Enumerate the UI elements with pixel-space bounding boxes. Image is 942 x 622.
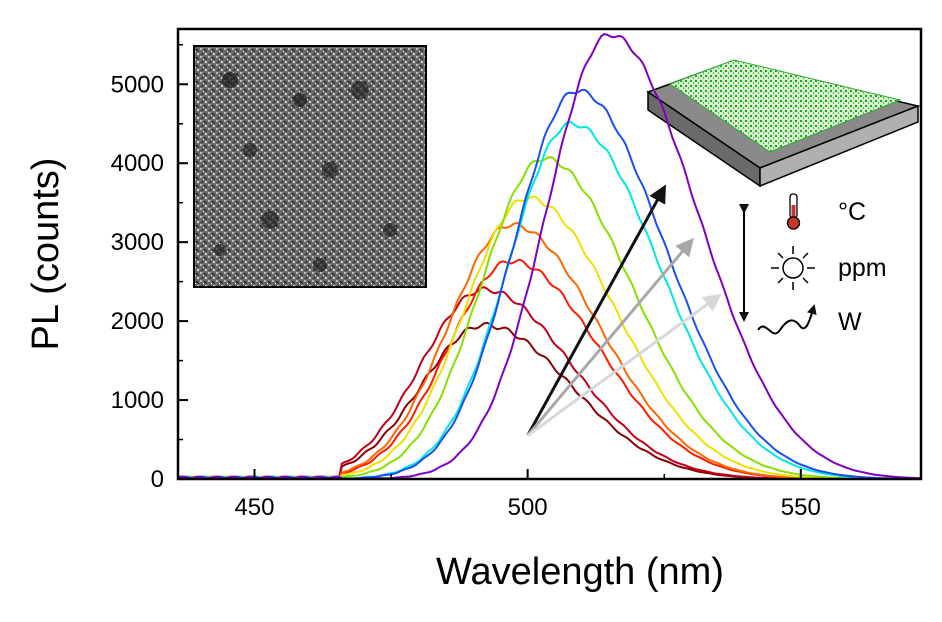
trend-arrow-black bbox=[526, 184, 666, 437]
y-tick-label: 4000 bbox=[111, 150, 164, 177]
tem-inset bbox=[193, 45, 427, 288]
legend-label-concentration: ppm bbox=[838, 254, 887, 282]
legend-label-power: W bbox=[838, 308, 862, 336]
trend-arrows bbox=[526, 184, 722, 437]
y-tick-label: 0 bbox=[151, 466, 164, 493]
film-schematic-inset bbox=[646, 59, 921, 188]
x-tick-label: 500 bbox=[508, 494, 548, 521]
gas-molecule-icon bbox=[771, 246, 815, 290]
y-tick-label: 5000 bbox=[111, 71, 164, 98]
plot-frame bbox=[176, 27, 923, 481]
light-wave-icon bbox=[757, 304, 817, 335]
y-tick-label: 1000 bbox=[111, 387, 164, 414]
thermometer-icon bbox=[786, 193, 801, 230]
x-tick-label: 450 bbox=[234, 494, 274, 521]
legend-label-temperature: °C bbox=[838, 198, 866, 226]
trend-arrow-light bbox=[526, 293, 722, 437]
trend-arrow-grey bbox=[526, 237, 694, 437]
y-tick-label: 2000 bbox=[111, 308, 164, 335]
nanocrystal-film bbox=[668, 59, 902, 153]
y-axis-ticks: 0 1000 2000 3000 4000 5000 bbox=[111, 44, 188, 493]
substrate-side bbox=[759, 104, 919, 188]
pl-series-1 bbox=[177, 321, 921, 480]
x-axis-ticks: 450 500 550 bbox=[234, 469, 821, 521]
stimulus-legend: °C ppm W bbox=[739, 193, 887, 336]
x-tick-label: 550 bbox=[781, 494, 821, 521]
y-tick-label: 3000 bbox=[111, 229, 164, 256]
x-axis-title: Wavelength (nm) bbox=[436, 551, 724, 593]
pl-series-9 bbox=[177, 33, 922, 480]
y-axis-title: PL (counts) bbox=[25, 158, 67, 351]
pl-series-2 bbox=[177, 286, 921, 480]
